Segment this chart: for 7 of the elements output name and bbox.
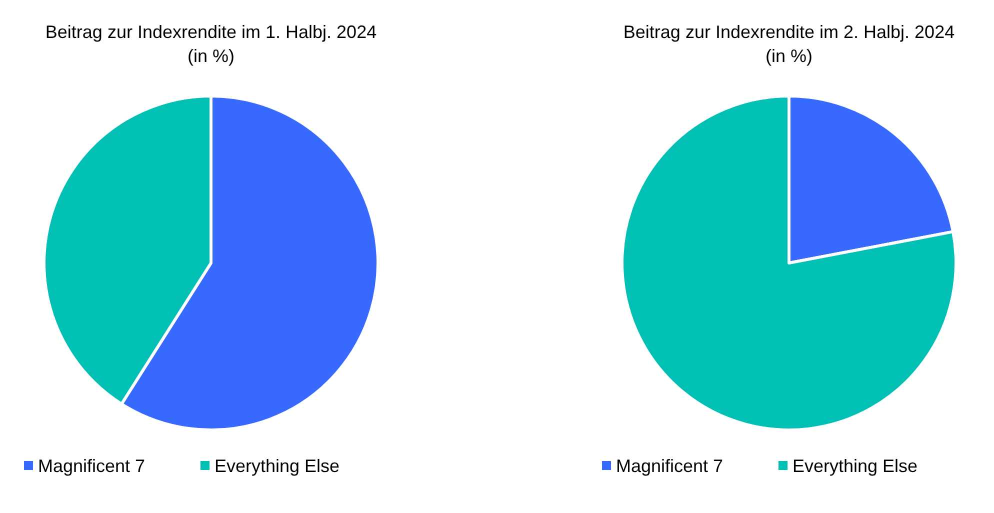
legend-label: Magnificent 7 — [38, 456, 146, 476]
legend-label: Everything Else — [792, 456, 918, 476]
legend-label: Everything Else — [214, 456, 340, 476]
legend-label: Magnificent 7 — [616, 456, 724, 476]
chart-title: Beitrag zur Indexrendite im 1. Halbj. 2024 (in %) — [45, 22, 377, 66]
chart-title: Beitrag zur Indexrendite im 2. Halbj. 2024 (in %) — [623, 22, 955, 66]
pie-slice — [620, 94, 958, 432]
